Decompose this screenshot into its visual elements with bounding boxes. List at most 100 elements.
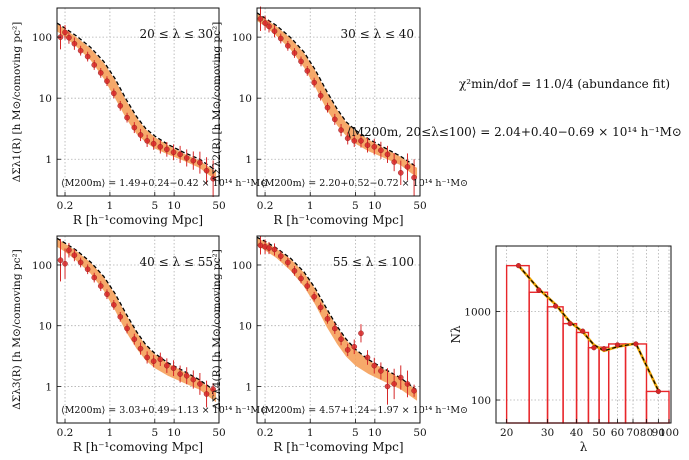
bin-label: 55 ≤ λ ≤ 100 — [333, 255, 414, 269]
y-tick-label: 100 — [471, 395, 491, 407]
histogram-bar — [575, 331, 590, 424]
best-fit-line — [256, 12, 418, 168]
x-tick-label: 1 — [307, 200, 314, 212]
data-point — [124, 325, 130, 332]
data-point — [203, 167, 210, 174]
data-point — [137, 132, 144, 138]
data-point — [317, 92, 324, 99]
data-point — [351, 343, 358, 350]
data-point — [391, 159, 397, 165]
panel-lambda-30-40: 30 ≤ λ ≤ 40 ⟨M200m⟩ = 2.20+0.52−0.72 × 10… — [211, 6, 468, 227]
data-point — [104, 78, 110, 84]
data-point — [391, 381, 397, 387]
data-point — [124, 114, 130, 121]
data-point — [111, 90, 117, 97]
data-point — [203, 391, 210, 397]
data-point — [344, 347, 351, 353]
data-point — [210, 175, 216, 182]
y-axis-label: ΔΣλ1(R) [h M⊙/comoving pc²] — [11, 22, 23, 183]
histogram-bar — [562, 322, 578, 424]
histogram-bar — [505, 264, 530, 424]
x-tick-label: 20 — [500, 427, 513, 439]
x-axis-label: R [h⁻¹comoving Mpc] — [73, 213, 203, 227]
data-point — [553, 303, 559, 309]
data-point — [324, 104, 331, 111]
data-point — [164, 362, 170, 369]
data-point — [117, 314, 124, 320]
x-tick-label: 90 — [652, 427, 665, 439]
data-point — [311, 79, 317, 86]
panel-lambda-20-30: 20 ≤ λ ≤ 30 ⟨M200m⟩ = 1.49+0.24−0.42 × 10… — [11, 7, 268, 227]
data-point — [66, 34, 72, 41]
plot-frame — [56, 235, 220, 424]
data-point — [364, 142, 371, 148]
data-point — [633, 341, 639, 347]
data-point — [210, 386, 216, 393]
y-axis-label: Nλ — [449, 325, 463, 344]
data-point — [170, 365, 177, 371]
data-point — [371, 362, 378, 369]
data-point — [266, 245, 272, 251]
x-axis-label: R [h⁻¹comoving Mpc] — [273, 440, 403, 454]
data-point — [371, 143, 378, 150]
mass-label: ⟨M200m⟩ = 3.03+0.49−1.13 × 10¹⁴ h⁻¹M⊙ — [61, 405, 268, 416]
y-tick-label: 1 — [45, 154, 52, 166]
y-tick-label: 100 — [232, 32, 252, 44]
data-point — [84, 266, 91, 273]
x-tick-label: 10 — [368, 200, 381, 212]
data-point — [57, 257, 64, 263]
mass-label: ⟨M200m⟩ = 4.57+1.24−1.97 × 10¹⁴ h⁻¹M⊙ — [261, 405, 468, 416]
data-point — [183, 372, 190, 379]
y-tick-label: 1000 — [464, 307, 491, 319]
data-point — [411, 387, 417, 394]
data-point — [62, 260, 68, 267]
x-tick-label: 50 — [212, 200, 225, 212]
y-tick-label: 100 — [32, 260, 52, 272]
data-point — [271, 246, 278, 253]
mass-label: ⟨M200m⟩ = 1.49+0.24−0.42 × 10¹⁴ h⁻¹M⊙ — [61, 178, 268, 189]
model-band — [57, 23, 217, 181]
model-band — [57, 238, 217, 403]
best-fit-line — [518, 265, 659, 391]
data-point — [298, 58, 304, 65]
x-tick-label: 0.2 — [57, 200, 74, 212]
data-point — [404, 381, 411, 387]
data-point — [291, 50, 298, 56]
x-tick-label: 0.2 — [257, 427, 274, 439]
bin-label: 30 ≤ λ ≤ 40 — [340, 27, 414, 41]
data-point — [97, 70, 104, 76]
histogram-bar — [587, 347, 600, 424]
y-axis-label: ΔΣλ4(R) [h M⊙/comoving pc²] — [211, 249, 223, 410]
data-point — [177, 371, 183, 377]
data-point — [378, 368, 384, 374]
data-point — [384, 383, 391, 390]
x-tick-label: 0.2 — [257, 200, 274, 212]
data-point — [358, 138, 364, 144]
x-tick-label: 80 — [640, 427, 653, 439]
data-point — [285, 43, 291, 49]
data-point — [197, 159, 203, 166]
data-point — [150, 358, 157, 365]
data-point — [131, 124, 138, 131]
data-point — [77, 47, 84, 54]
data-point — [591, 345, 597, 351]
data-point — [411, 174, 417, 181]
data-point — [91, 62, 98, 68]
data-point — [397, 169, 404, 176]
data-point — [190, 157, 197, 164]
data-point — [157, 356, 164, 363]
plot-frame — [495, 245, 672, 424]
data-point — [655, 388, 661, 395]
data-point — [277, 35, 284, 42]
data-point — [271, 28, 278, 35]
x-tick-label: 60 — [611, 427, 624, 439]
data-point — [536, 287, 542, 293]
data-point — [317, 304, 324, 311]
data-point — [291, 268, 298, 274]
histogram-bar — [546, 306, 564, 424]
data-point — [311, 293, 317, 300]
y-tick-label: 1 — [245, 154, 252, 166]
bin-label: 20 ≤ λ ≤ 30 — [139, 27, 213, 41]
